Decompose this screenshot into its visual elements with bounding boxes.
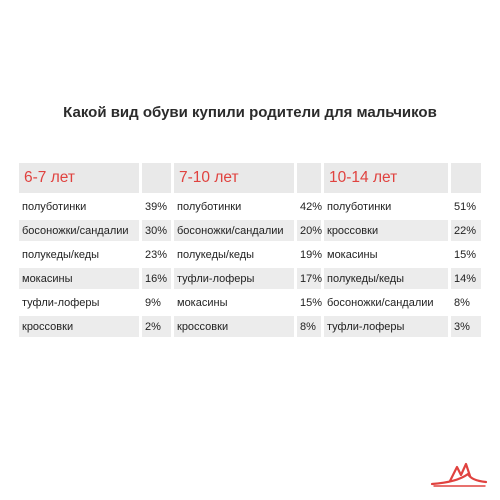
age-table-7-10: 7-10 лет полуботинки 42% босоножки/санда…	[174, 160, 322, 340]
shoe-type: мокасины	[19, 268, 139, 289]
age-header-row: 6-7 лет	[19, 163, 171, 193]
table-row: полуботинки 42%	[174, 196, 322, 217]
table-row: полуботинки 51%	[324, 196, 481, 217]
shoe-share: 14%	[448, 268, 481, 289]
shoe-share: 30%	[139, 220, 171, 241]
shoe-type: босоножки/сандалии	[324, 292, 448, 313]
shoe-share: 39%	[139, 196, 171, 217]
age-header-blank	[294, 163, 321, 193]
shoe-share: 19%	[294, 244, 322, 265]
shoe-share: 17%	[294, 268, 322, 289]
chart-title: Какой вид обуви купили родители для маль…	[63, 104, 437, 121]
shoe-type: босоножки/сандалии	[174, 220, 294, 241]
table-row: босоножки/сандалии 30%	[19, 220, 171, 241]
shoe-share: 22%	[448, 220, 481, 241]
shoe-type: полуботинки	[19, 196, 139, 217]
age-table-10-14: 10-14 лет полуботинки 51% кроссовки 22% …	[324, 160, 481, 340]
shoe-type: полуботинки	[324, 196, 448, 217]
table-row: туфли-лоферы 9%	[19, 292, 171, 313]
shoe-type: кроссовки	[19, 316, 139, 337]
table-row: полукеды/кеды 19%	[174, 244, 322, 265]
age-group-label: 6-7 лет	[19, 163, 139, 193]
shoe-type: полукеды/кеды	[324, 268, 448, 289]
shoe-share: 8%	[448, 292, 481, 313]
table-row: мокасины 15%	[174, 292, 322, 313]
shoe-type: кроссовки	[174, 316, 294, 337]
shoe-type: полукеды/кеды	[19, 244, 139, 265]
shoe-share: 15%	[294, 292, 322, 313]
table-row: туфли-лоферы 17%	[174, 268, 322, 289]
age-header-row: 7-10 лет	[174, 163, 321, 193]
table-row: кроссовки 2%	[19, 316, 171, 337]
shoe-type: туфли-лоферы	[174, 268, 294, 289]
table-row: полукеды/кеды 23%	[19, 244, 171, 265]
age-table-6-7: 6-7 лет полуботинки 39% босоножки/сандал…	[19, 160, 171, 340]
age-header-row: 10-14 лет	[324, 163, 481, 193]
shoe-type: босоножки/сандалии	[19, 220, 139, 241]
shoe-share: 23%	[139, 244, 171, 265]
shoe-type: туфли-лоферы	[324, 316, 448, 337]
shoe-share: 42%	[294, 196, 322, 217]
shoe-share: 8%	[294, 316, 321, 337]
age-header-blank	[139, 163, 171, 193]
shoe-share: 16%	[139, 268, 171, 289]
table-row: босоножки/сандалии 8%	[324, 292, 481, 313]
age-group-label: 10-14 лет	[324, 163, 448, 193]
shoe-share: 3%	[448, 316, 481, 337]
age-group-label: 7-10 лет	[174, 163, 294, 193]
table-row: мокасины 16%	[19, 268, 171, 289]
shoe-share: 9%	[139, 292, 171, 313]
shoe-logo-icon	[430, 462, 488, 487]
table-row: кроссовки 22%	[324, 220, 481, 241]
shoe-type: полуботинки	[174, 196, 294, 217]
table-row: кроссовки 8%	[174, 316, 321, 337]
table-row: босоножки/сандалии 20%	[174, 220, 322, 241]
shoe-share: 51%	[448, 196, 481, 217]
shoe-type: мокасины	[324, 244, 448, 265]
shoe-share: 20%	[294, 220, 322, 241]
table-row: мокасины 15%	[324, 244, 481, 265]
table-row: туфли-лоферы 3%	[324, 316, 481, 337]
shoe-share: 2%	[139, 316, 171, 337]
shoe-type: полукеды/кеды	[174, 244, 294, 265]
age-header-blank	[448, 163, 481, 193]
shoe-type: мокасины	[174, 292, 294, 313]
table-row: полуботинки 39%	[19, 196, 171, 217]
shoe-share: 15%	[448, 244, 481, 265]
age-tables: 6-7 лет полуботинки 39% босоножки/сандал…	[19, 163, 481, 340]
shoe-type: кроссовки	[324, 220, 448, 241]
table-row: полукеды/кеды 14%	[324, 268, 481, 289]
shoe-type: туфли-лоферы	[19, 292, 139, 313]
